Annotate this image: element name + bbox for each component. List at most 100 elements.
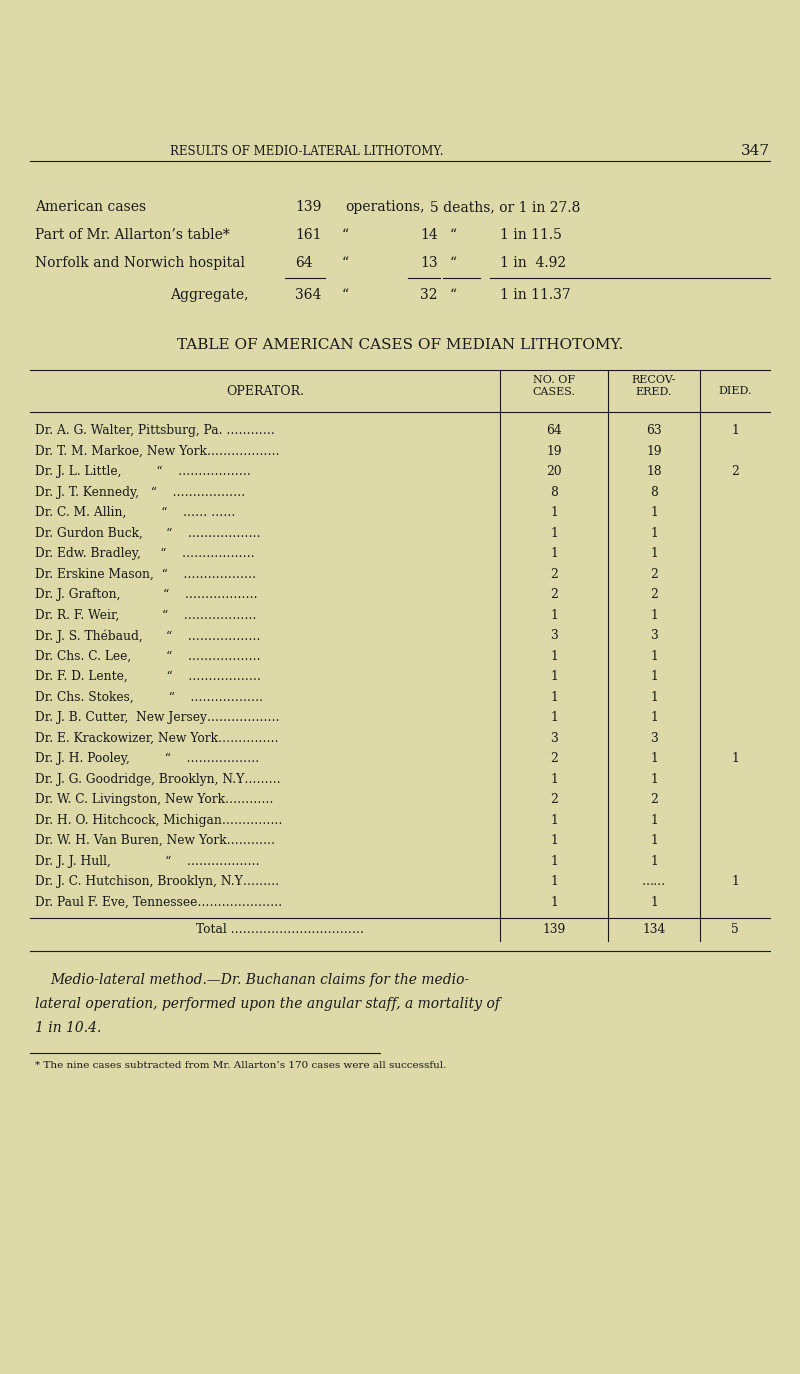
Text: Dr. J. T. Kennedy,   “    ………………: Dr. J. T. Kennedy, “ ……………… bbox=[35, 485, 246, 499]
Text: 139: 139 bbox=[542, 923, 566, 936]
Text: 1: 1 bbox=[550, 526, 558, 540]
Text: Dr. R. F. Weir,           “    ………………: Dr. R. F. Weir, “ ……………… bbox=[35, 609, 257, 621]
Text: 2: 2 bbox=[550, 567, 558, 580]
Text: 1: 1 bbox=[650, 547, 658, 561]
Text: Total ……………………………: Total …………………………… bbox=[196, 923, 364, 936]
Text: Dr. E. Krackowizer, New York……………: Dr. E. Krackowizer, New York…………… bbox=[35, 731, 278, 745]
Text: 139: 139 bbox=[295, 201, 322, 214]
Text: Dr. J. G. Goodridge, Brooklyn, N.Y………: Dr. J. G. Goodridge, Brooklyn, N.Y……… bbox=[35, 772, 281, 786]
Text: 19: 19 bbox=[546, 445, 562, 458]
Text: 8: 8 bbox=[550, 485, 558, 499]
Text: Dr. Erskine Mason,  “    ………………: Dr. Erskine Mason, “ ……………… bbox=[35, 567, 256, 580]
Text: Norfolk and Norwich hospital: Norfolk and Norwich hospital bbox=[35, 256, 245, 271]
Text: NO. OF
CASES.: NO. OF CASES. bbox=[533, 375, 575, 397]
Text: 3: 3 bbox=[550, 629, 558, 642]
Text: 64: 64 bbox=[546, 425, 562, 437]
Text: RECOV-
ERED.: RECOV- ERED. bbox=[632, 375, 676, 397]
Text: RESULTS OF MEDIO-LATERAL LITHOTOMY.: RESULTS OF MEDIO-LATERAL LITHOTOMY. bbox=[170, 146, 443, 158]
Text: 2: 2 bbox=[550, 752, 558, 765]
Text: 2: 2 bbox=[550, 588, 558, 600]
Text: 1: 1 bbox=[550, 875, 558, 888]
Text: 2: 2 bbox=[650, 793, 658, 807]
Text: 1: 1 bbox=[650, 526, 658, 540]
Text: 1: 1 bbox=[650, 671, 658, 683]
Text: OPERATOR.: OPERATOR. bbox=[226, 385, 304, 397]
Text: 1: 1 bbox=[650, 650, 658, 662]
Text: 364: 364 bbox=[295, 289, 322, 302]
Text: “: “ bbox=[450, 289, 457, 302]
Text: Dr. A. G. Walter, Pittsburg, Pa. …………: Dr. A. G. Walter, Pittsburg, Pa. ………… bbox=[35, 425, 275, 437]
Text: 3: 3 bbox=[650, 629, 658, 642]
Text: 1: 1 bbox=[650, 813, 658, 827]
Text: 14: 14 bbox=[420, 228, 438, 242]
Text: 1 in 11.37: 1 in 11.37 bbox=[500, 289, 570, 302]
Text: Dr. H. O. Hitchcock, Michigan……………: Dr. H. O. Hitchcock, Michigan…………… bbox=[35, 813, 282, 827]
Text: 1: 1 bbox=[650, 506, 658, 519]
Text: Aggregate,: Aggregate, bbox=[170, 289, 249, 302]
Text: 1: 1 bbox=[731, 875, 739, 888]
Text: 1: 1 bbox=[650, 834, 658, 846]
Text: Dr. J. L. Little,         “    ………………: Dr. J. L. Little, “ ……………… bbox=[35, 464, 251, 478]
Text: Dr. F. D. Lente,          “    ………………: Dr. F. D. Lente, “ ……………… bbox=[35, 671, 261, 683]
Text: Dr. T. M. Markoe, New York………………: Dr. T. M. Markoe, New York……………… bbox=[35, 445, 280, 458]
Text: “: “ bbox=[342, 289, 349, 302]
Text: “: “ bbox=[450, 256, 457, 271]
Text: 5 deaths, or 1 in 27.8: 5 deaths, or 1 in 27.8 bbox=[430, 201, 580, 214]
Text: Dr. W. C. Livingston, New York…………: Dr. W. C. Livingston, New York………… bbox=[35, 793, 274, 807]
Text: 5: 5 bbox=[731, 923, 739, 936]
Text: 1: 1 bbox=[550, 691, 558, 703]
Text: 1: 1 bbox=[550, 855, 558, 867]
Text: 1 in 10.4.: 1 in 10.4. bbox=[35, 1021, 102, 1035]
Text: 1 in 11.5: 1 in 11.5 bbox=[500, 228, 562, 242]
Text: 1: 1 bbox=[550, 834, 558, 846]
Text: Part of Mr. Allarton’s table*: Part of Mr. Allarton’s table* bbox=[35, 228, 230, 242]
Text: 347: 347 bbox=[741, 144, 770, 158]
Text: Dr. W. H. Van Buren, New York…………: Dr. W. H. Van Buren, New York………… bbox=[35, 834, 275, 846]
Text: American cases: American cases bbox=[35, 201, 146, 214]
Text: 1: 1 bbox=[550, 896, 558, 908]
Text: TABLE OF AMERICAN CASES OF MEDIAN LITHOTOMY.: TABLE OF AMERICAN CASES OF MEDIAN LITHOT… bbox=[177, 338, 623, 352]
Text: ……: …… bbox=[642, 875, 666, 888]
Text: 1: 1 bbox=[550, 506, 558, 519]
Text: 20: 20 bbox=[546, 464, 562, 478]
Text: 1: 1 bbox=[550, 772, 558, 786]
Text: 13: 13 bbox=[420, 256, 438, 271]
Text: Dr. Chs. C. Lee,         “    ………………: Dr. Chs. C. Lee, “ ……………… bbox=[35, 650, 261, 662]
Text: Dr. J. C. Hutchison, Brooklyn, N.Y………: Dr. J. C. Hutchison, Brooklyn, N.Y……… bbox=[35, 875, 279, 888]
Text: Dr. J. H. Pooley,         “    ………………: Dr. J. H. Pooley, “ ……………… bbox=[35, 752, 259, 765]
Text: Dr. C. M. Allin,         “    …… ……: Dr. C. M. Allin, “ …… …… bbox=[35, 506, 235, 519]
Text: 2: 2 bbox=[731, 464, 739, 478]
Text: 1: 1 bbox=[650, 772, 658, 786]
Text: Dr. J. J. Hull,              “    ………………: Dr. J. J. Hull, “ ……………… bbox=[35, 855, 260, 867]
Text: 2: 2 bbox=[650, 567, 658, 580]
Text: operations,: operations, bbox=[345, 201, 425, 214]
Text: 1: 1 bbox=[731, 752, 739, 765]
Text: 1: 1 bbox=[650, 855, 658, 867]
Text: 64: 64 bbox=[295, 256, 313, 271]
Text: Dr. J. Grafton,           “    ………………: Dr. J. Grafton, “ ……………… bbox=[35, 588, 258, 600]
Text: 8: 8 bbox=[650, 485, 658, 499]
Text: lateral operation, performed upon the angular staff, a mortality of: lateral operation, performed upon the an… bbox=[35, 998, 500, 1011]
Text: 32: 32 bbox=[420, 289, 438, 302]
Text: Dr. J. S. Thébaud,      “    ………………: Dr. J. S. Thébaud, “ ……………… bbox=[35, 629, 261, 643]
Text: 3: 3 bbox=[650, 731, 658, 745]
Text: 1: 1 bbox=[550, 813, 558, 827]
Text: Dr. Edw. Bradley,     “    ………………: Dr. Edw. Bradley, “ ……………… bbox=[35, 547, 254, 561]
Text: 161: 161 bbox=[295, 228, 322, 242]
Text: 1: 1 bbox=[650, 752, 658, 765]
Text: 1: 1 bbox=[650, 896, 658, 908]
Text: “: “ bbox=[450, 228, 457, 242]
Text: 2: 2 bbox=[650, 588, 658, 600]
Text: 18: 18 bbox=[646, 464, 662, 478]
Text: 1: 1 bbox=[650, 609, 658, 621]
Text: “: “ bbox=[342, 256, 349, 271]
Text: DIED.: DIED. bbox=[718, 386, 752, 396]
Text: 1: 1 bbox=[550, 671, 558, 683]
Text: * The nine cases subtracted from Mr. Allarton’s 170 cases were all successful.: * The nine cases subtracted from Mr. All… bbox=[35, 1061, 446, 1070]
Text: 1: 1 bbox=[731, 425, 739, 437]
Text: 2: 2 bbox=[550, 793, 558, 807]
Text: Dr. Gurdon Buck,      “    ………………: Dr. Gurdon Buck, “ ……………… bbox=[35, 526, 261, 540]
Text: “: “ bbox=[342, 228, 349, 242]
Text: Medio-lateral method.—Dr. Buchanan claims for the medio-: Medio-lateral method.—Dr. Buchanan claim… bbox=[50, 973, 470, 987]
Text: 1 in  4.92: 1 in 4.92 bbox=[500, 256, 566, 271]
